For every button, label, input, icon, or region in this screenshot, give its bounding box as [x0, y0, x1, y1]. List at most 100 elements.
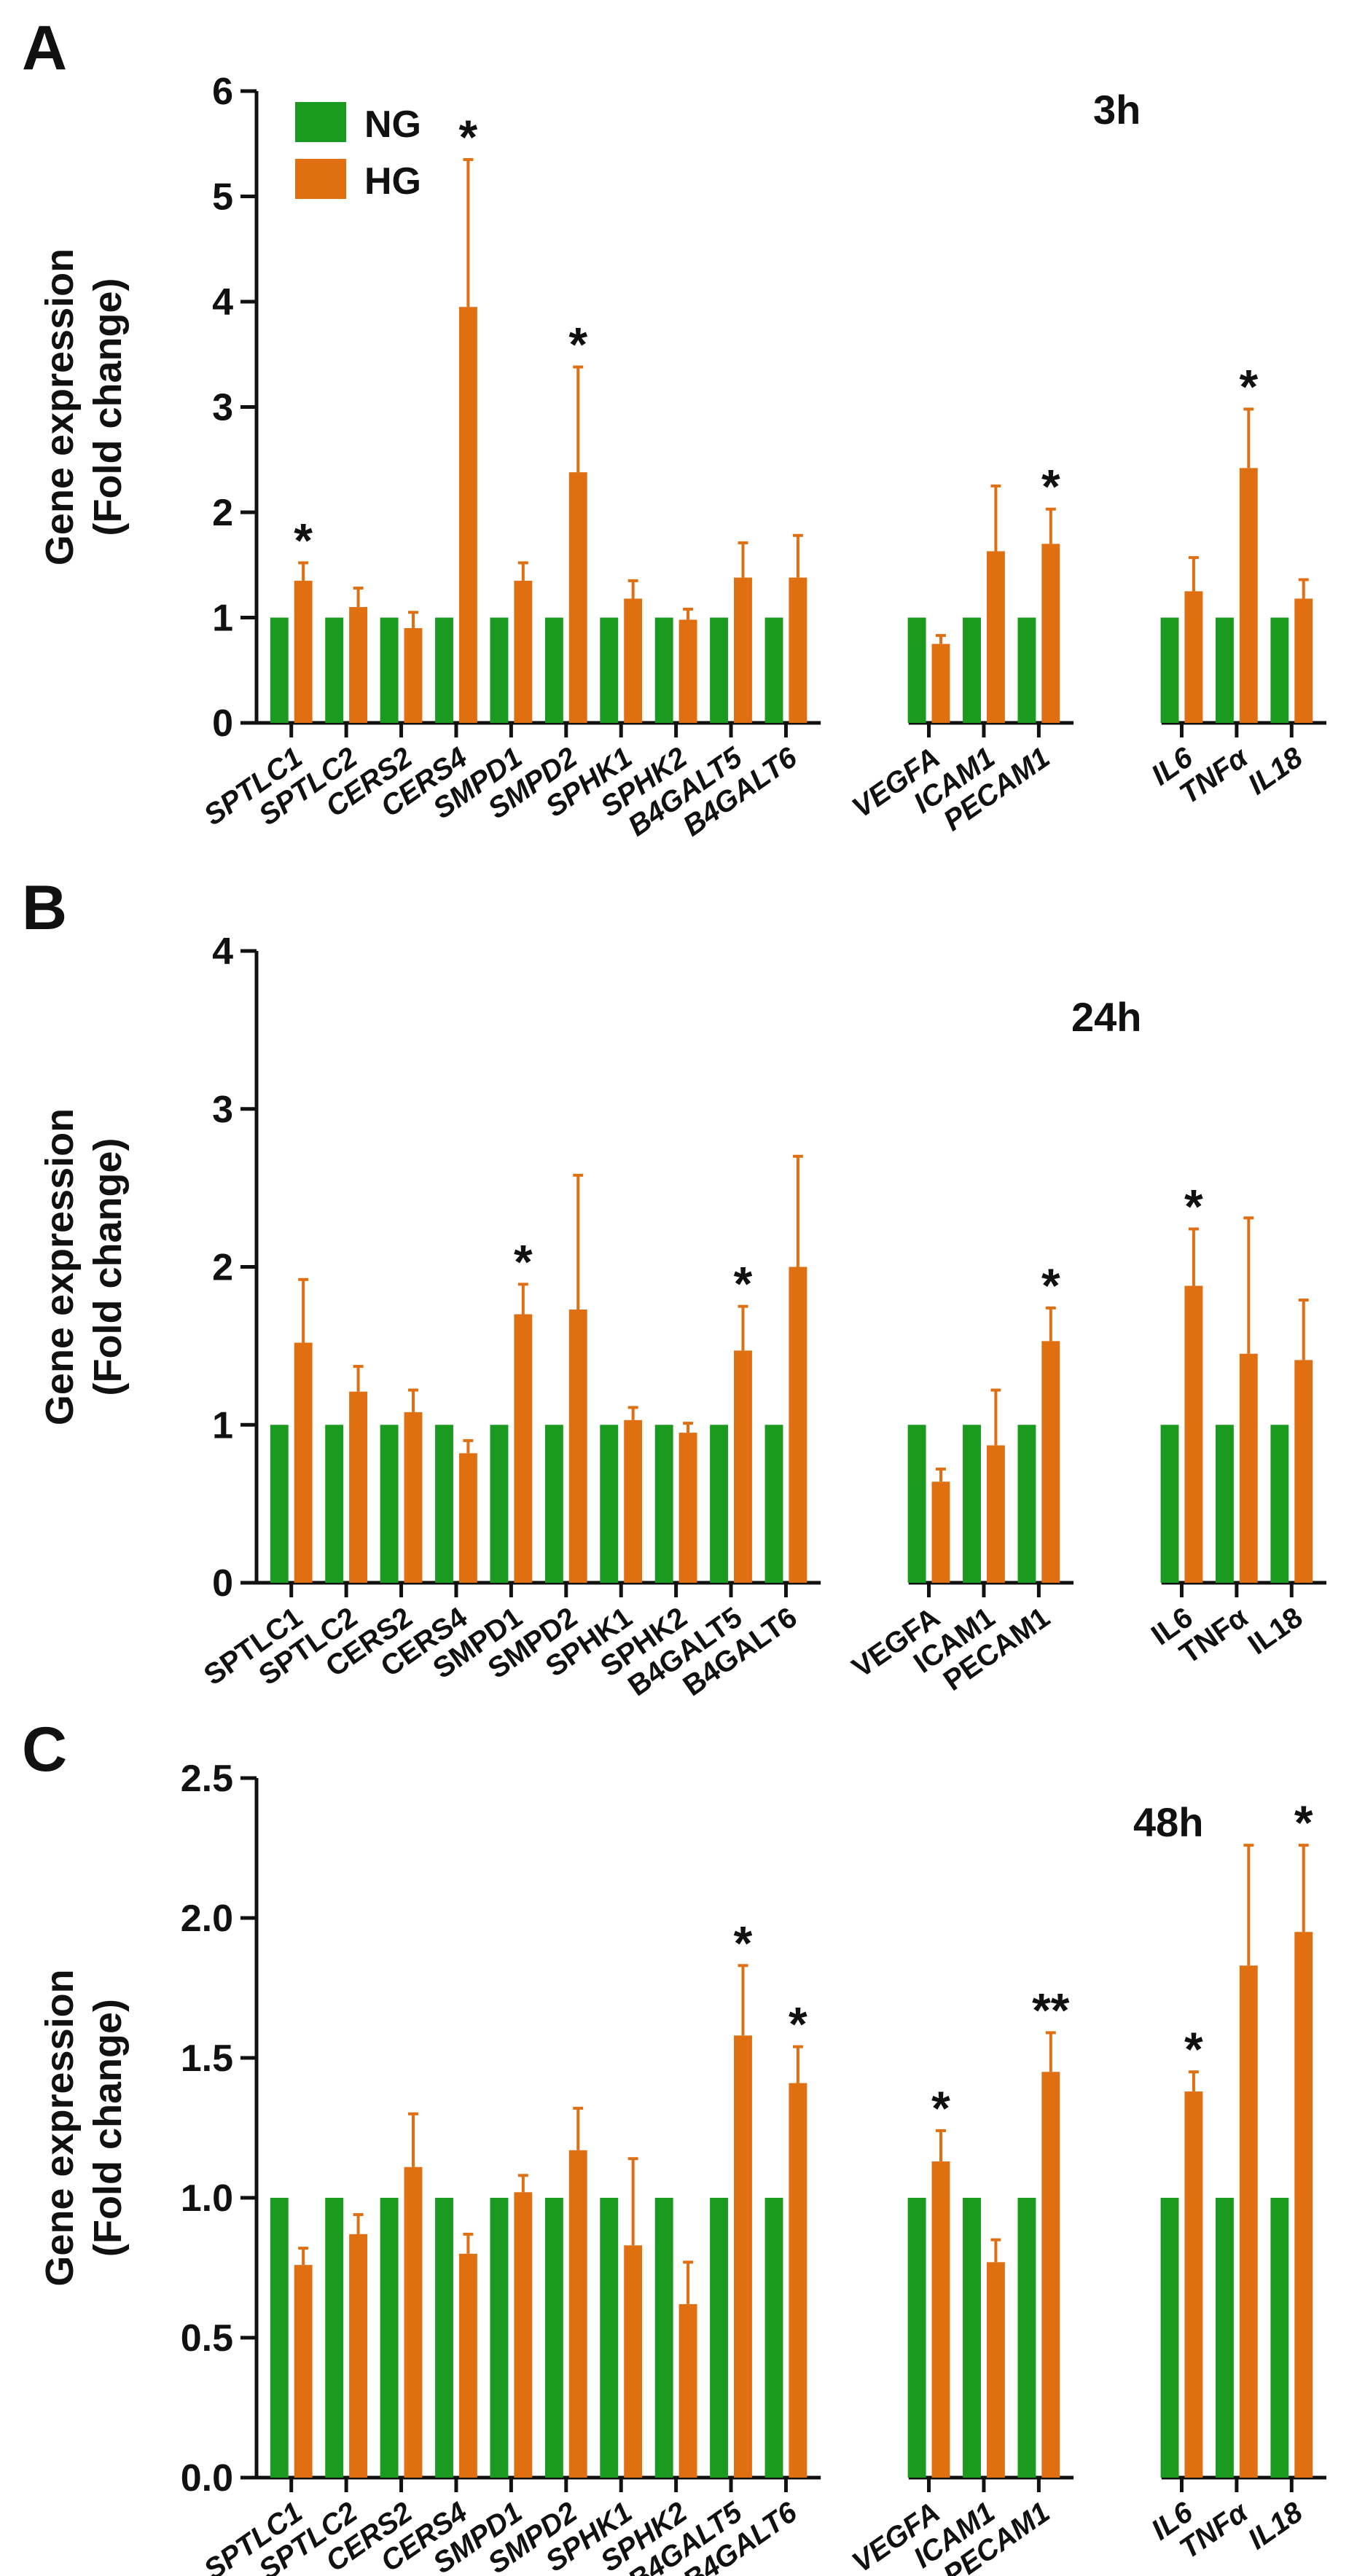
bar-hg-cers4 [458, 2253, 477, 2478]
bar-hg-vegfa [931, 2161, 950, 2478]
bar-ng-b4galt5 [710, 2198, 729, 2478]
bar-hg-sptlc1 [294, 580, 313, 723]
y-tick-label: 2 [212, 492, 233, 534]
bar-hg-smpd2 [568, 1309, 587, 1583]
bar-ng-vegfa [907, 617, 926, 723]
y-axis-label: Gene expression (Fold change) [38, 248, 130, 565]
significance-marker: * [1041, 460, 1060, 514]
bar-ng-sphk2 [654, 2198, 673, 2478]
bar-ng-vegfa [907, 1425, 926, 1583]
y-tick-label: 0 [212, 1562, 233, 1605]
significance-marker: * [1184, 2022, 1203, 2076]
bar-ng-sptlc1 [270, 2198, 289, 2478]
bar-ng-sptlc2 [325, 1425, 344, 1583]
significance-marker: ** [1032, 1983, 1070, 2037]
bar-hg-icam1 [986, 1445, 1005, 1583]
bar-hg-sphk2 [678, 2303, 697, 2478]
bar-ng-il6 [1160, 1425, 1179, 1583]
bar-hg-smpd1 [514, 1314, 533, 1583]
bar-ng-b4galt6 [764, 1425, 783, 1583]
bar-ng-b4galt6 [764, 617, 783, 723]
bar-ng-sphk1 [600, 1425, 619, 1583]
y-tick-label: 2.5 [181, 1758, 233, 1800]
bar-ng-cers4 [435, 617, 453, 723]
bar-hg-sptlc2 [349, 2234, 368, 2478]
bar-ng-sphk1 [600, 2198, 619, 2478]
bar-ng-pecam1 [1017, 1425, 1036, 1583]
bar-hg-vegfa [931, 643, 950, 723]
y-tick-label: 1.5 [181, 2037, 233, 2080]
bar-hg-sphk1 [624, 598, 643, 723]
panel-b: B Gene expression (Fold change) 0 1 2 3 4 SPTLC1… [0, 860, 1365, 1720]
y-tick-label: 5 [212, 176, 233, 219]
legend-label-ng: NG [364, 103, 421, 146]
panel-letter-c: C [22, 1720, 67, 1785]
bar-ng-sphk1 [600, 617, 619, 723]
bar-ng-sphk2 [654, 617, 673, 723]
bar-hg-icam1 [986, 2262, 1005, 2478]
bar-ng-smpd2 [544, 1425, 563, 1583]
bar-hg-vegfa [931, 1481, 950, 1583]
time-label: 3h [1093, 87, 1141, 133]
bar-hg-sptlc1 [294, 2265, 313, 2478]
significance-marker: * [294, 513, 313, 567]
bar-ng-cers2 [380, 1425, 399, 1583]
y-axis-label: Gene expression (Fold change) [38, 1108, 130, 1425]
bar-hg-pecam1 [1041, 1341, 1060, 1583]
bar-ng-cers4 [435, 2198, 453, 2478]
panel-letter-a: A [22, 13, 67, 83]
y-tick-label: 2 [212, 1247, 233, 1289]
bar-ng-icam1 [963, 2198, 981, 2478]
bar-hg-il6 [1184, 2091, 1203, 2478]
bar-ng-sptlc2 [325, 2198, 344, 2478]
bar-ng-il18 [1270, 2198, 1289, 2478]
bar-hg-il18 [1294, 1360, 1313, 1583]
bar-ng-cers2 [380, 617, 399, 723]
y-tick-label: 3 [212, 1089, 233, 1131]
y-tick-label: 0.0 [181, 2457, 233, 2499]
bar-hg-b4galt5 [734, 1350, 752, 1583]
significance-marker: * [1239, 359, 1258, 413]
bar-hg-b4galt5 [734, 577, 752, 723]
significance-marker: * [1184, 1179, 1203, 1233]
bar-ng-vegfa [907, 2198, 926, 2478]
bar-hg-b4galt6 [789, 577, 807, 723]
chart-panel-c: C Gene expression (Fold change) 0.0 0.5 1.0 1.… [22, 1720, 1326, 2576]
bar-hg-smpd1 [514, 580, 533, 723]
bar-ng-b4galt6 [764, 2198, 783, 2478]
significance-marker: * [1041, 1258, 1060, 1312]
bar-hg-sptlc2 [349, 607, 368, 723]
significance-marker: * [568, 318, 587, 372]
bar-ng-sphk2 [654, 1425, 673, 1583]
x-tick-label-il18: IL18 [1243, 741, 1309, 801]
bar-hg-smpd2 [568, 472, 587, 723]
bar-ng-sptlc1 [270, 617, 289, 723]
bar-hg-il6 [1184, 591, 1203, 723]
y-tick-label: 4 [212, 931, 233, 973]
bar-ng-tnfa [1215, 1425, 1234, 1583]
bar-hg-sphk1 [624, 1420, 643, 1583]
bar-ng-pecam1 [1017, 617, 1036, 723]
significance-marker: * [514, 1234, 533, 1288]
bar-ng-il6 [1160, 2198, 1179, 2478]
significance-marker: * [1294, 1796, 1313, 1849]
legend-swatch-ng [295, 102, 346, 142]
bar-ng-il18 [1270, 617, 1289, 723]
bar-ng-cers2 [380, 2198, 399, 2478]
bar-hg-il18 [1294, 1932, 1313, 2478]
bar-ng-smpd1 [490, 617, 509, 723]
bar-hg-cers4 [458, 1453, 477, 1583]
bar-ng-il6 [1160, 617, 1179, 723]
y-axis-label: Gene expression (Fold change) [38, 1969, 130, 2286]
bar-ng-pecam1 [1017, 2198, 1036, 2478]
bar-hg-cers2 [404, 2166, 423, 2478]
bar-ng-smpd2 [544, 617, 563, 723]
bar-hg-il6 [1184, 1285, 1203, 1583]
bar-hg-cers4 [458, 307, 477, 724]
bar-hg-pecam1 [1041, 544, 1060, 723]
bar-hg-il18 [1294, 598, 1313, 723]
time-label: 48h [1133, 1799, 1204, 1845]
y-tick-label: 6 [212, 71, 233, 113]
y-tick-label: 0 [212, 702, 233, 745]
